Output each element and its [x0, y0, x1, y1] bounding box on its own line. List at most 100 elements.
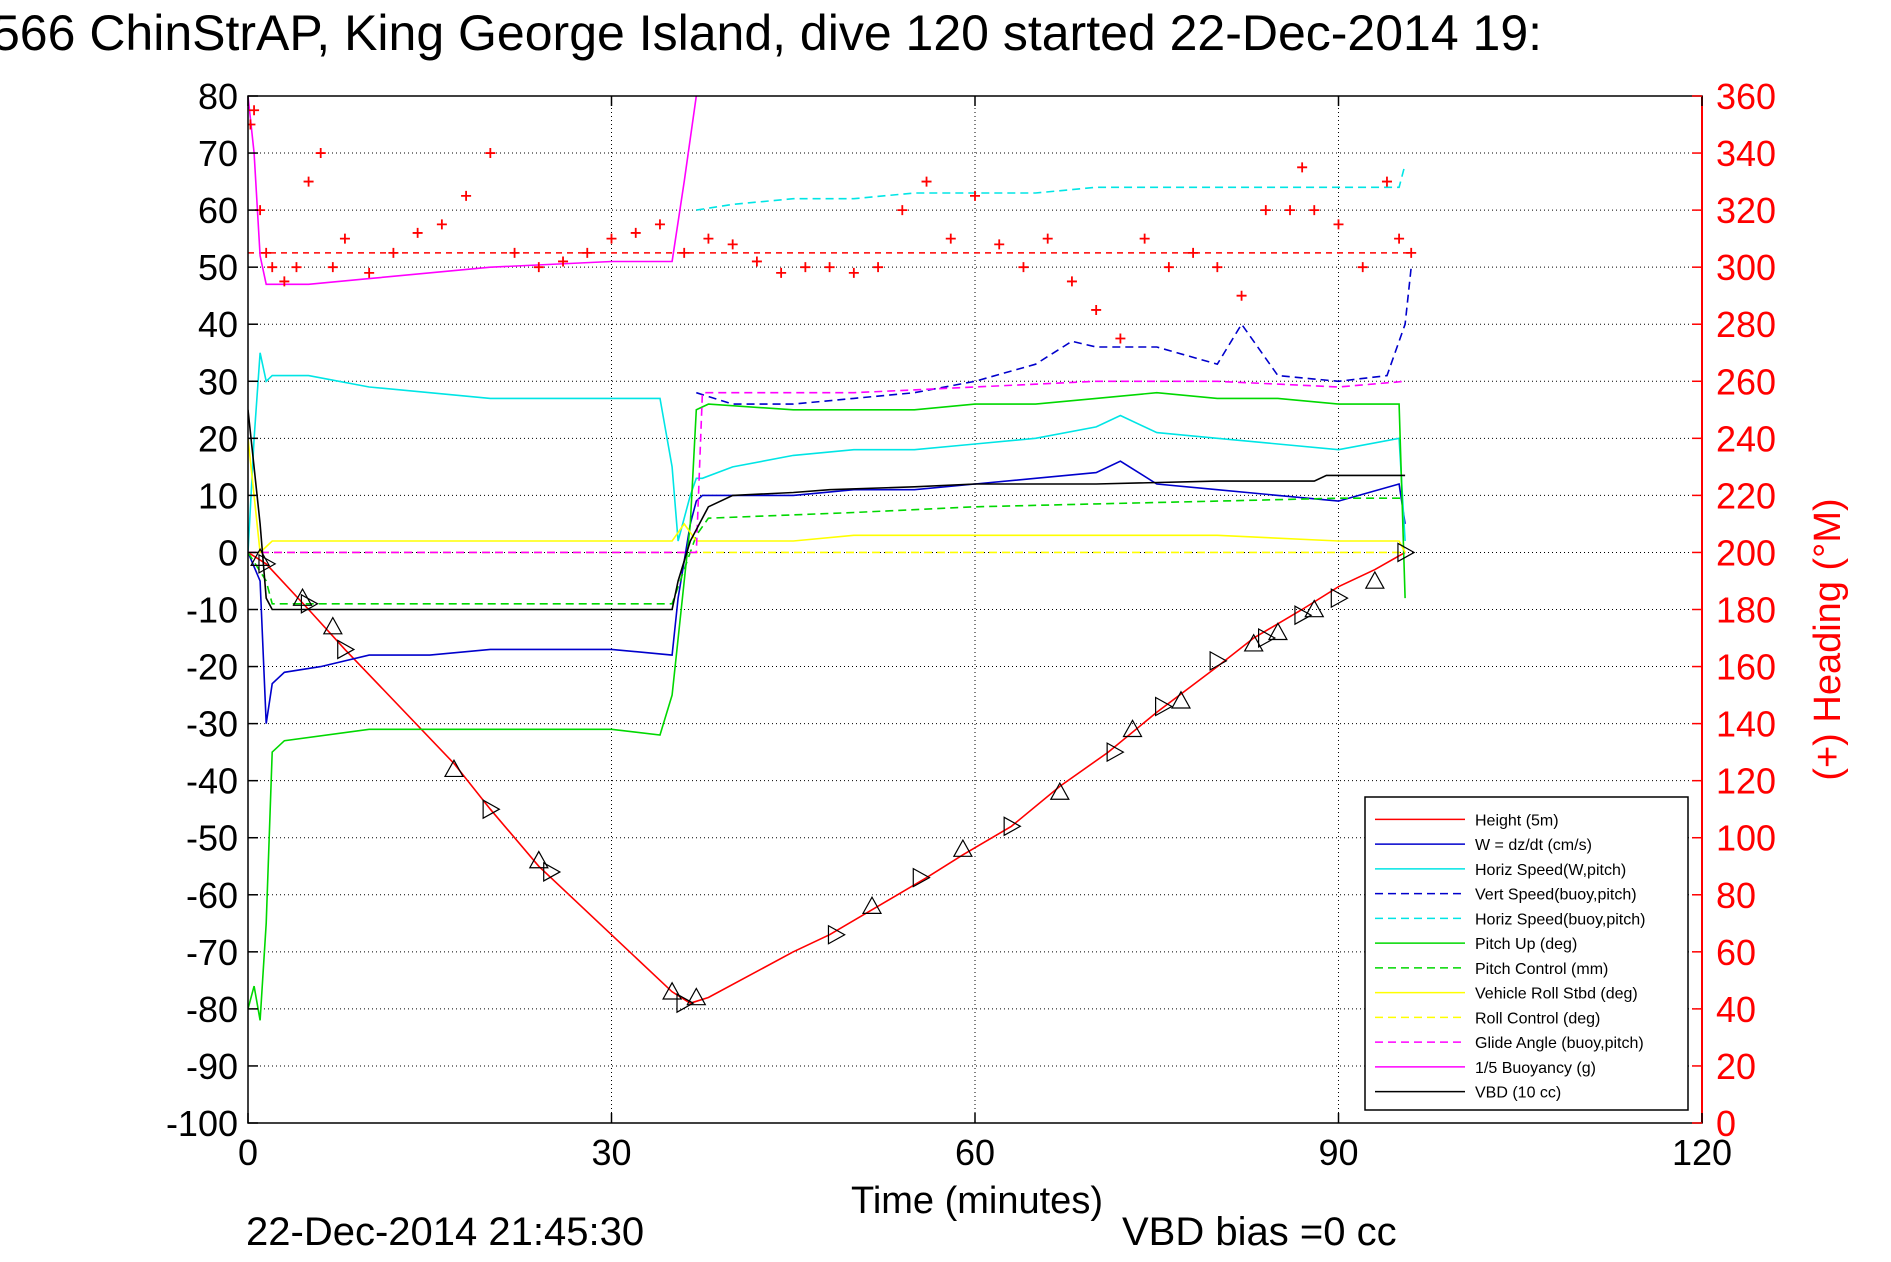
y-right-tick-label: 260 — [1716, 361, 1776, 402]
heading-point — [1333, 219, 1344, 230]
heading-point — [1357, 262, 1368, 273]
y-right-tick-label: 160 — [1716, 647, 1776, 688]
heading-point — [1309, 205, 1320, 216]
y-right-tick-label: 360 — [1716, 76, 1776, 117]
heading-point — [751, 256, 762, 267]
y-right-tick-label: 80 — [1716, 875, 1756, 916]
y-right-tick-label: 180 — [1716, 590, 1776, 631]
heading-point — [364, 267, 375, 278]
y-tick-label: 20 — [198, 418, 238, 459]
right-axis-label: (+) Heading (°M) — [1807, 498, 1849, 780]
y-tick-label: -100 — [166, 1103, 238, 1144]
heading-point — [509, 247, 520, 258]
height-marker — [250, 547, 271, 566]
heading-point — [412, 227, 423, 238]
height-marker — [443, 759, 465, 778]
height-marker — [292, 587, 313, 606]
x-axis-label: Time (minutes) — [851, 1180, 1103, 1222]
heading-point — [248, 119, 256, 130]
heading-point — [249, 105, 260, 116]
height-marker — [952, 838, 973, 857]
heading-point — [291, 262, 302, 273]
height-marker — [1304, 599, 1325, 618]
chart-title: 566 ChinStrAP, King George Island, dive … — [0, 5, 1543, 61]
y-tick-label: -30 — [186, 704, 238, 745]
heading-point — [776, 267, 787, 278]
y-right-tick-label: 120 — [1716, 761, 1776, 802]
heading-point — [727, 239, 738, 250]
heading-point — [485, 148, 496, 159]
y-tick-label: 70 — [198, 133, 238, 174]
series-line-10 — [248, 96, 698, 286]
height-marker — [1106, 742, 1125, 763]
series-line-9 — [248, 380, 1406, 554]
height-marker — [322, 616, 343, 635]
height-marker — [912, 867, 931, 888]
heading-point — [703, 233, 714, 244]
series-line-6 — [248, 497, 1406, 605]
y-right-tick-label: 200 — [1716, 532, 1776, 573]
height-marker — [1122, 719, 1143, 738]
y-right-tick-label: 140 — [1716, 704, 1776, 745]
height-marker — [1209, 650, 1228, 671]
y-tick-label: 60 — [198, 190, 238, 231]
y-tick-label: 30 — [198, 361, 238, 402]
heading-point — [1260, 205, 1271, 216]
y-tick-label: -50 — [186, 818, 238, 859]
y-right-tick-label: 60 — [1716, 932, 1756, 973]
heading-point — [848, 267, 859, 278]
heading-point — [1394, 233, 1405, 244]
series-line-5 — [248, 391, 1406, 1021]
y-tick-label: 40 — [198, 304, 238, 345]
vbd-bias-label: VBD bias =0 cc — [1122, 1210, 1397, 1254]
heading-point — [327, 262, 338, 273]
y-right-tick-label: 340 — [1716, 133, 1776, 174]
height-marker — [1049, 781, 1070, 800]
height-marker — [662, 981, 683, 1000]
heading-point — [339, 233, 350, 244]
legend-label: Horiz Speed(W,pitch) — [1475, 862, 1626, 879]
heading-point — [1115, 333, 1126, 344]
heading-point — [1381, 176, 1392, 187]
legend-label: W = dz/dt (cm/s) — [1475, 837, 1592, 854]
heading-point — [261, 247, 272, 258]
heading-point — [945, 233, 956, 244]
legend-label: Vert Speed(buoy,pitch) — [1475, 887, 1637, 904]
y-tick-label: 0 — [218, 532, 238, 573]
y-tick-label: 50 — [198, 247, 238, 288]
height-marker — [861, 895, 883, 914]
height-marker — [1267, 622, 1288, 641]
y-right-tick-label: 20 — [1716, 1046, 1756, 1087]
heading-point — [1212, 262, 1223, 273]
heading-point — [1018, 262, 1029, 273]
series-line-2 — [248, 352, 1406, 553]
height-marker — [1330, 588, 1349, 609]
heading-point — [533, 262, 544, 273]
legend-box — [1364, 796, 1689, 1111]
heading-point — [388, 247, 399, 258]
heading-point — [1066, 276, 1077, 287]
heading-point — [970, 190, 980, 201]
heading-point — [279, 276, 290, 287]
height-marker — [337, 639, 356, 660]
height-marker — [543, 861, 562, 882]
height-marker — [1294, 605, 1313, 626]
heading-point — [679, 247, 690, 258]
legend-label: Glide Angle (buoy,pitch) — [1475, 1035, 1644, 1052]
height-marker — [1397, 542, 1416, 563]
heading-point — [1042, 233, 1053, 244]
heading-point — [1163, 262, 1174, 273]
height-marker — [1364, 570, 1385, 589]
y-tick-label: -90 — [186, 1046, 238, 1087]
height-marker — [686, 987, 707, 1006]
y-tick-label: 10 — [198, 475, 238, 516]
height-marker — [482, 799, 501, 820]
y-right-tick-label: 320 — [1716, 190, 1776, 231]
x-tick-label: 0 — [238, 1132, 258, 1173]
legend-label: Pitch Up (deg) — [1475, 936, 1577, 953]
series-line-11 — [248, 409, 1406, 611]
height-marker — [676, 993, 695, 1014]
y-tick-label: -40 — [186, 761, 238, 802]
heading-point — [1297, 162, 1308, 173]
